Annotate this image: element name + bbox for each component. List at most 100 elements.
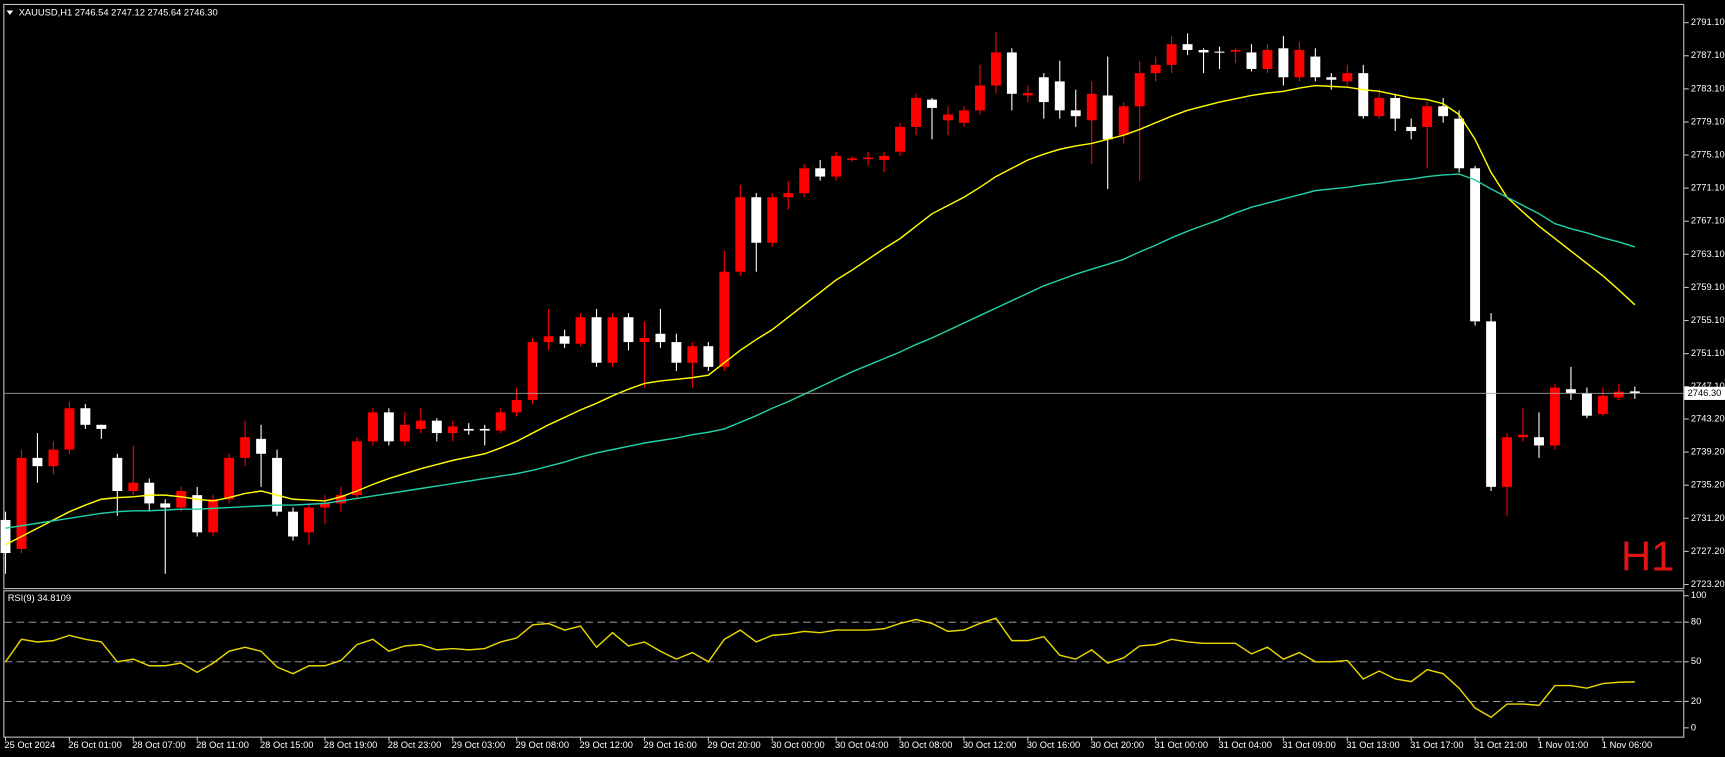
x-tick-label: 28 Oct 19:00 [324, 740, 378, 750]
candle-body [1629, 391, 1640, 394]
x-tick-label: 31 Oct 04:00 [1218, 740, 1272, 750]
candle-body [879, 155, 890, 161]
candle-body [1150, 64, 1161, 74]
y-tick-label: 2767.10 [1691, 216, 1725, 226]
candle-body [607, 317, 618, 363]
rsi-panel-frame [3, 590, 1685, 738]
candle-body [1374, 97, 1385, 117]
candle-body [863, 157, 874, 160]
x-tick-label: 30 Oct 12:00 [963, 740, 1017, 750]
candle-body [511, 399, 522, 413]
y-tick-label: 80 [1691, 617, 1701, 627]
candle-body [1358, 73, 1369, 117]
candle-body [671, 342, 682, 363]
y-tick-label: 2727.20 [1691, 546, 1725, 556]
y-tick-label: 2747.10 [1691, 381, 1725, 391]
candle-body [1182, 44, 1193, 50]
y-tick-label: 2731.20 [1691, 513, 1725, 523]
candle-body [479, 428, 490, 431]
current-price-box [1684, 386, 1725, 400]
candle-body [0, 519, 11, 554]
x-tick-label: 28 Oct 23:00 [388, 740, 442, 750]
main-panel-frame [3, 3, 1685, 590]
candle-body [1022, 92, 1033, 96]
candle-body [1278, 48, 1289, 78]
y-tick-label: 2751.10 [1691, 348, 1725, 358]
candle-body [128, 482, 139, 491]
candle-body [256, 438, 267, 454]
x-tick-label: 1 Nov 06:00 [1602, 740, 1652, 750]
candle-body [990, 52, 1001, 86]
y-tick-label: 2739.20 [1691, 447, 1725, 457]
candle-body [224, 457, 235, 500]
candle-body [48, 449, 59, 467]
candle-body [1246, 52, 1257, 69]
x-tick-label: 30 Oct 00:00 [771, 740, 825, 750]
candle-body [192, 495, 203, 533]
candle-body [144, 482, 155, 504]
candle-body [1086, 93, 1097, 121]
current-price-label: 2746.30 [1688, 388, 1722, 398]
candle-body [543, 336, 554, 343]
candle-body [1438, 106, 1449, 117]
candle-body [783, 193, 794, 198]
candle-body [527, 342, 538, 400]
candle-body [943, 114, 953, 121]
candle-body [575, 317, 586, 344]
y-tick-label: 2763.10 [1691, 249, 1725, 259]
candle-body [96, 424, 107, 429]
candle-body [799, 168, 810, 194]
candle-body [1214, 51, 1225, 53]
y-tick-label: 2723.20 [1691, 579, 1725, 589]
candle-body [1454, 118, 1465, 169]
y-tick-label: 2779.10 [1691, 116, 1725, 126]
candle-body [958, 110, 969, 123]
candle-body [495, 412, 506, 431]
candle-body [623, 317, 634, 343]
rsi-title: RSI(9) 34.8109 [8, 593, 71, 603]
candle-body [1534, 437, 1544, 446]
candle-body [1006, 52, 1017, 94]
candle-body [1198, 49, 1209, 53]
y-tick-label: 2759.10 [1691, 282, 1725, 292]
x-tick-label: 30 Oct 16:00 [1027, 740, 1081, 750]
x-tick-label: 30 Oct 08:00 [899, 740, 953, 750]
candle-body [320, 503, 330, 508]
candle-body [1070, 110, 1081, 117]
candle-body [1038, 77, 1049, 103]
candle-body [847, 158, 858, 161]
candle-body [767, 197, 778, 243]
candle-body [1294, 49, 1305, 78]
candle-body [1486, 321, 1497, 487]
candle-body [703, 346, 714, 367]
candle-body [1597, 395, 1608, 415]
candle-body [831, 155, 842, 177]
x-tick-label: 28 Oct 07:00 [132, 740, 186, 750]
candle-body [1342, 73, 1353, 82]
candle-body [1406, 126, 1417, 132]
candle-body [895, 126, 905, 152]
candle-body [1422, 106, 1433, 127]
candle-body [1262, 49, 1273, 69]
candle-body [1502, 437, 1512, 487]
candle-body [80, 408, 91, 425]
x-tick-label: 26 Oct 01:00 [68, 740, 122, 750]
candle-body [272, 457, 283, 512]
y-tick-label: 50 [1691, 656, 1701, 666]
candle-body [751, 197, 762, 243]
candle-body [1581, 393, 1592, 416]
candle-body [112, 457, 123, 491]
candle-body [288, 511, 298, 537]
candle-body [591, 317, 602, 363]
x-tick-label: 29 Oct 12:00 [579, 740, 633, 750]
timeframe-watermark: H1 [1621, 533, 1674, 580]
x-tick-label: 29 Oct 03:00 [452, 740, 506, 750]
candle-body [16, 457, 27, 549]
candle-body [815, 168, 826, 177]
candle-body [1054, 81, 1065, 111]
x-tick-label: 29 Oct 20:00 [707, 740, 761, 750]
x-tick-label: 30 Oct 20:00 [1091, 740, 1145, 750]
x-tick-label: 31 Oct 00:00 [1155, 740, 1209, 750]
candle-body [32, 457, 43, 467]
